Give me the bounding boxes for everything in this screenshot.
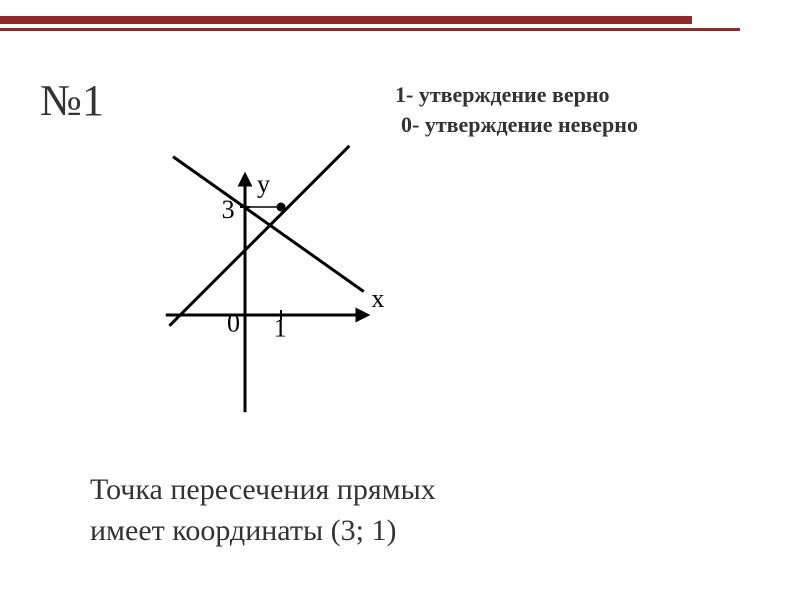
axis-tick-label: 0	[227, 308, 240, 337]
problem-number: №1	[40, 75, 104, 126]
axis-tick-label: 1	[274, 314, 287, 343]
question-text: Точка пересечения прямых имеет координат…	[90, 470, 436, 551]
header-rule-thin	[0, 28, 740, 31]
question-line-1: Точка пересечения прямых	[90, 470, 436, 511]
x-axis-label: x	[371, 284, 384, 313]
graph-svg: xy301	[95, 135, 415, 435]
legend-block: 1- утверждение верно 0- утверждение неве…	[395, 80, 638, 139]
intersection-point	[277, 203, 286, 212]
legend-line-2: 0- утверждение неверно	[395, 110, 638, 140]
legend-line-1: 1- утверждение верно	[395, 80, 638, 110]
header-rule-thick	[0, 16, 692, 24]
question-line-2: имеет координаты (3; 1)	[90, 511, 436, 552]
graph-container: xy301	[95, 135, 415, 435]
y-axis-label: y	[257, 170, 270, 199]
